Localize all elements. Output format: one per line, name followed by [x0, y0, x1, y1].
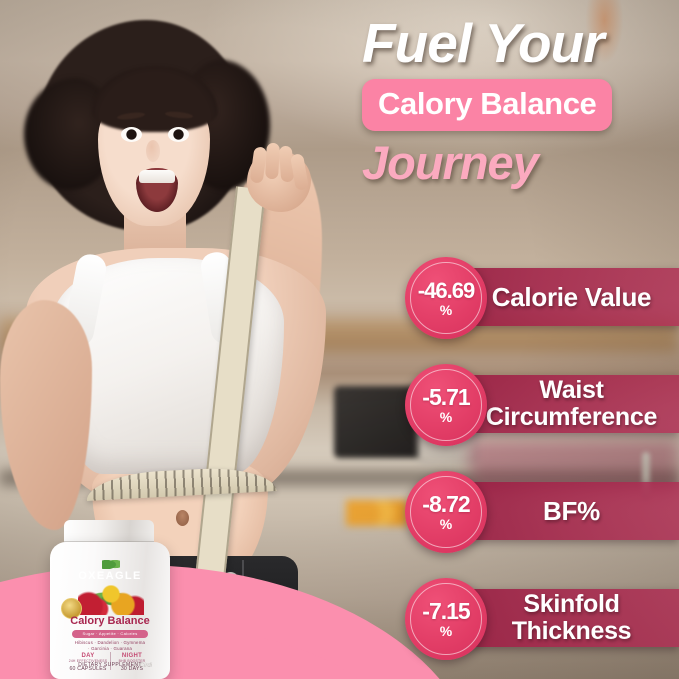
headline-pill: Calory Balance [362, 79, 613, 131]
navel [176, 510, 189, 526]
stat-unit: % [439, 515, 453, 532]
day-subtitle: 24H EFFECTIVENESS [68, 659, 108, 663]
night-subtitle: BHB BOOSTER [118, 659, 146, 663]
stat-badge: -8.72 % [405, 471, 487, 553]
leaf-icon [102, 558, 120, 569]
bottle-label: OXEAGLE Calory Balance Sugar · Appetite … [58, 552, 162, 670]
day-block: DAY 24H EFFECTIVENESS [66, 653, 110, 663]
count-section: 60 CAPSULES 30 DAYS [66, 666, 154, 670]
product-bottle[interactable]: OXEAGLE Calory Balance Sugar · Appetite … [40, 520, 180, 679]
stat-row: Skinfold Thickness -7.15 % [0, 577, 679, 661]
eye-right [168, 127, 189, 142]
night-title: NIGHT [121, 653, 143, 659]
stat-value: -5.71 [422, 383, 470, 410]
stat-label-line: Circumference [485, 403, 658, 431]
fruit-illustration [78, 585, 144, 615]
stat-label: Skinfold Thickness [512, 591, 632, 645]
stat-unit: % [439, 301, 453, 318]
stat-label-line: Thickness [511, 617, 632, 645]
stat-badge: -46.69 % [405, 257, 487, 339]
headline-line-3: Journey [362, 136, 539, 189]
product-ingredients: Hibiscus · Dandelion · Gymnema · Garcini… [58, 640, 162, 652]
hair-fringe [92, 66, 218, 132]
stat-label: BF% [543, 495, 600, 526]
stat-row: Calorie Value -46.69 % [0, 256, 679, 340]
capsule-count: 60 CAPSULES [69, 666, 107, 670]
stat-label: Waist Circumference [486, 377, 657, 431]
day-night-section: DAY 24H EFFECTIVENESS NIGHT BHB BOOSTER [66, 653, 154, 663]
headline-block: Fuel Your Calory Balance Journey [362, 14, 672, 188]
label-divider [110, 652, 111, 670]
stat-label-line: Waist [539, 376, 604, 404]
ingredients-line-1: Hibiscus · Dandelion · Gymnema [74, 640, 146, 645]
stat-badge: -7.15 % [405, 578, 487, 660]
day-supply: 30 DAYS [120, 666, 144, 670]
stats-list: Calorie Value -46.69 % Waist Circumferen… [0, 256, 679, 679]
stat-unit: % [439, 408, 453, 425]
dietary-supplement-text: DIETARY SUPPLEMENT [78, 662, 142, 668]
stat-value: -7.15 [422, 597, 470, 624]
finger [265, 142, 280, 180]
stat-row: Waist Circumference -5.71 % [0, 363, 679, 447]
night-block: NIGHT BHB BOOSTER [110, 653, 154, 663]
nose [146, 140, 160, 162]
stat-value: -8.72 [422, 490, 470, 517]
stat-unit: % [439, 622, 453, 639]
ingredients-line-2: · Garcinia · Guarana [87, 646, 133, 651]
stat-label-line: Skinfold [523, 590, 620, 618]
stat-row: BF% -8.72 % [0, 470, 679, 554]
quality-seal-icon [61, 598, 82, 619]
product-brand: OXEAGLE [78, 570, 142, 582]
label-mark: Cirdi [139, 663, 152, 669]
eye-left [121, 127, 142, 142]
stat-value: -46.69 [417, 277, 475, 303]
product-benefits-chip: Sugar · Appetite · Calories [72, 630, 148, 638]
faucet [642, 452, 650, 500]
fruit-bowl [346, 500, 408, 526]
teeth [139, 170, 175, 183]
stat-badge: -5.71 % [405, 364, 487, 446]
stat-label: Calorie Value [491, 281, 652, 312]
headline-line-1: Fuel Your [362, 12, 605, 74]
day-title: DAY [81, 653, 95, 659]
product-name: Calory Balance [70, 615, 150, 627]
